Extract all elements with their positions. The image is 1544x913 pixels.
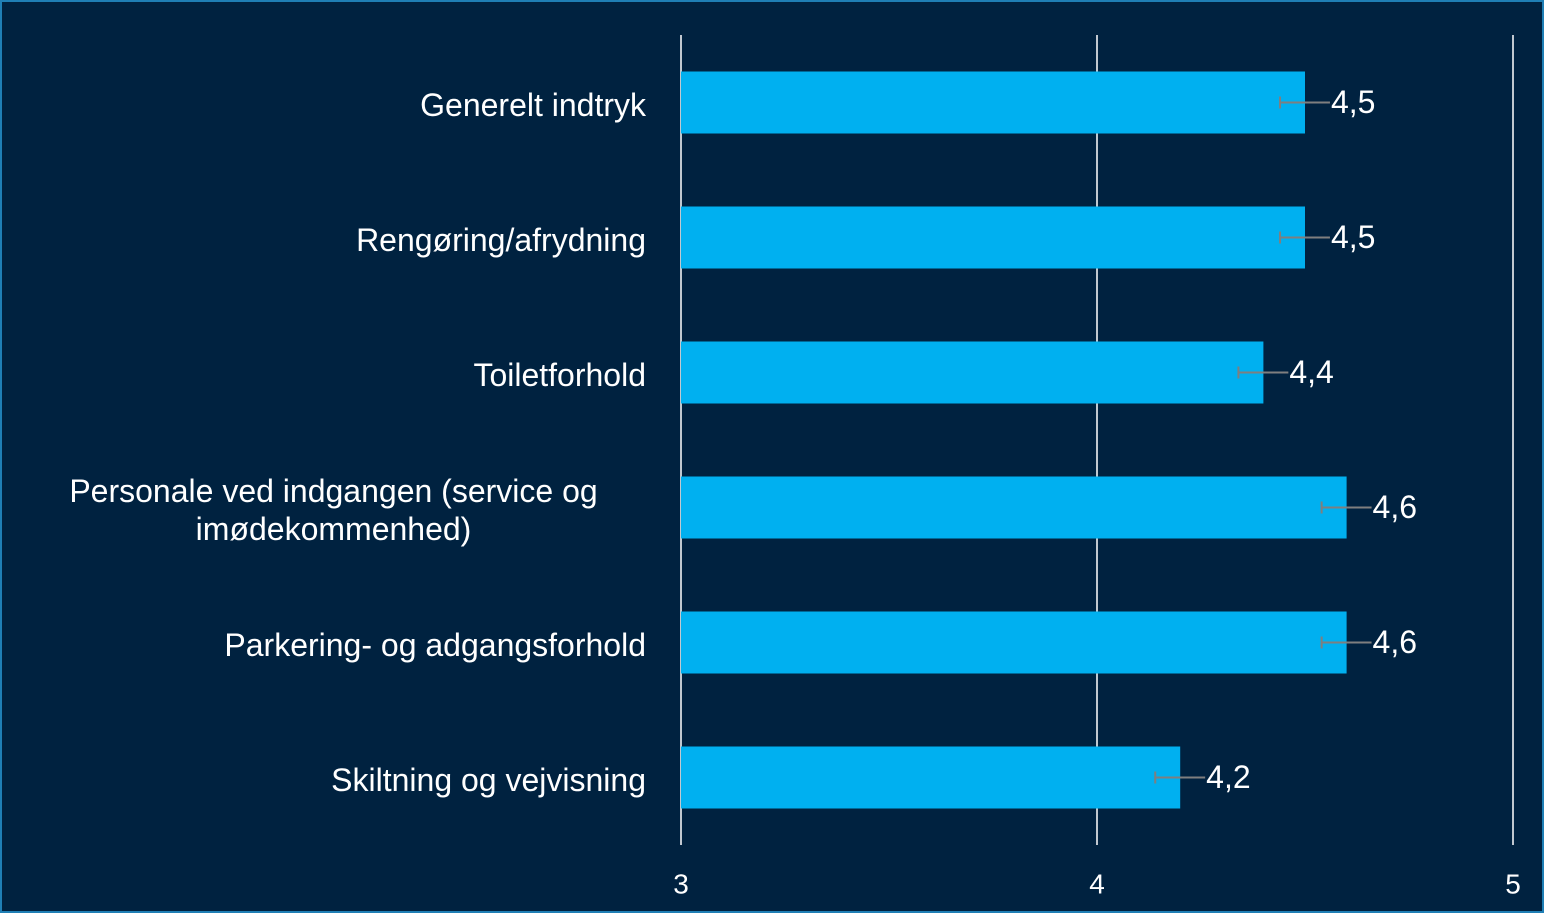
category-label-text: Personale ved indgangen (service og imød… xyxy=(69,472,598,547)
value-label: 4,4 xyxy=(1289,354,1333,390)
x-tick-label: 4 xyxy=(1089,868,1105,899)
category-label-text: Generelt indtryk xyxy=(420,86,646,123)
value-label: 4,6 xyxy=(1373,624,1417,660)
category-label-text: Rengøring/afrydning xyxy=(356,221,646,258)
value-label: 4,5 xyxy=(1331,84,1375,120)
category-label-text: Skiltning og vejvisning xyxy=(331,761,646,798)
category-label: Skiltning og vejvisning xyxy=(6,761,646,799)
bar xyxy=(681,611,1347,674)
category-label: Parkering- og adgangsforhold xyxy=(6,626,646,664)
category-label-text: Toiletforhold xyxy=(473,356,646,393)
bar xyxy=(681,71,1305,134)
value-label: 4,2 xyxy=(1206,759,1250,795)
category-label: Toiletforhold xyxy=(6,356,646,394)
category-label: Personale ved indgangen (service og imød… xyxy=(6,472,646,548)
x-tick-label: 3 xyxy=(673,868,689,899)
category-label: Rengøring/afrydning xyxy=(6,221,646,259)
value-label: 4,5 xyxy=(1331,219,1375,255)
category-label-text: Parkering- og adgangsforhold xyxy=(224,626,646,663)
x-tick-label: 5 xyxy=(1505,868,1521,899)
bar xyxy=(681,206,1305,269)
bar xyxy=(681,341,1264,404)
bar xyxy=(681,746,1181,809)
category-label: Generelt indtryk xyxy=(6,86,646,124)
bar xyxy=(681,476,1347,539)
value-label: 4,6 xyxy=(1373,489,1417,525)
